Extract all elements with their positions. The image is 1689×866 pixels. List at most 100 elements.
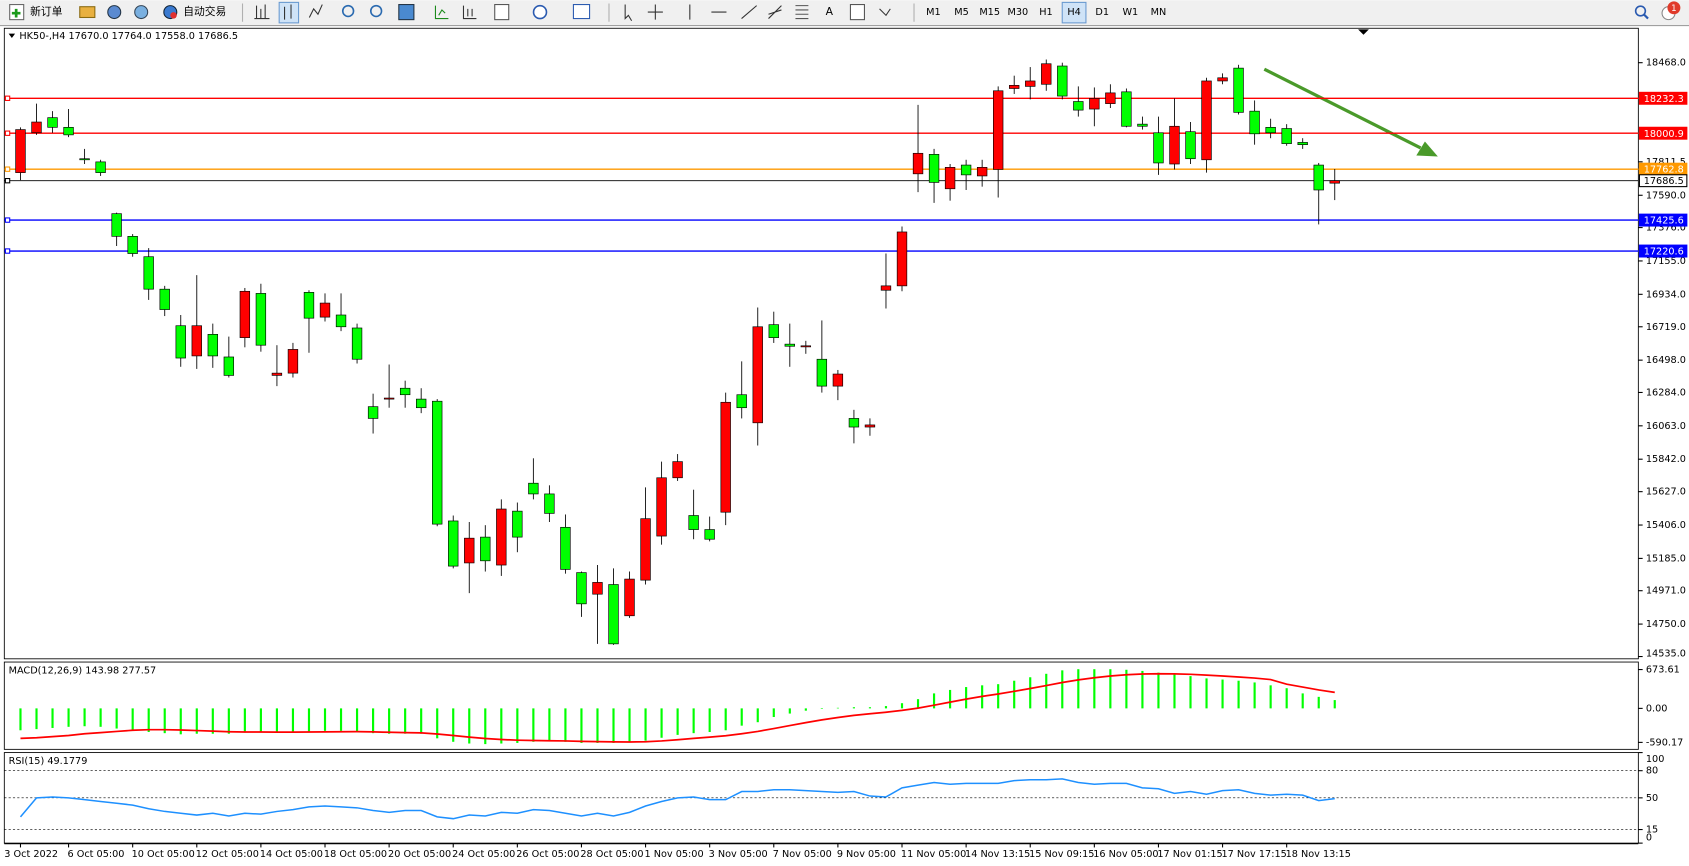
panel-frame — [3, 27, 1639, 660]
candle-body — [576, 572, 587, 605]
arrows-tool-icon[interactable] — [879, 8, 891, 17]
cursor-icon[interactable] — [624, 4, 633, 21]
timeframe-button[interactable]: M30 — [1007, 7, 1028, 18]
arrow-shaft — [1263, 67, 1422, 150]
candle-body — [832, 373, 844, 387]
candle-body — [944, 167, 956, 190]
candle-body — [1057, 65, 1068, 97]
tool-icon[interactable] — [134, 5, 149, 20]
candle-chart-icon — [284, 4, 292, 20]
line-tools-icon[interactable] — [689, 4, 758, 20]
candle-body — [63, 126, 74, 136]
x-tick-label: 11 Nov 05:00 — [901, 849, 966, 860]
search-icon[interactable] — [1634, 5, 1647, 17]
timeframe-button[interactable]: M5 — [954, 7, 969, 18]
text-tool[interactable]: A — [826, 5, 834, 18]
candle-body — [1233, 67, 1244, 113]
candle-body — [560, 526, 571, 570]
y-tick-label: -590.17 — [1646, 737, 1683, 748]
candle-body — [223, 356, 235, 376]
candle-body — [976, 167, 988, 177]
x-tick-label: 10 Oct 05:00 — [132, 849, 195, 860]
notification-badge — [1667, 1, 1681, 15]
fibo-icon[interactable] — [795, 5, 809, 20]
candle-body — [768, 324, 779, 338]
timeframe-button[interactable]: M15 — [979, 7, 1000, 18]
line-handle — [4, 177, 11, 184]
timeframe-button[interactable]: M1 — [926, 7, 941, 18]
candle-body — [1009, 85, 1020, 89]
candle-body — [1153, 132, 1164, 164]
new-order-label: 新订单 — [30, 5, 63, 18]
timeframe-button[interactable]: H4 — [1067, 7, 1080, 18]
candle-body — [432, 400, 443, 525]
candle-body — [544, 493, 555, 514]
candle-body — [880, 285, 892, 291]
crosshair-icon[interactable] — [647, 4, 663, 20]
y-tick-label: 16063.0 — [1646, 421, 1686, 432]
candle-body — [656, 477, 667, 537]
candle-body — [303, 292, 315, 319]
y-tick-label: 50 — [1646, 793, 1658, 804]
candle-body — [624, 578, 635, 617]
line-handle — [4, 166, 11, 172]
periods-icon[interactable] — [532, 4, 548, 20]
auto-trading-stop — [170, 12, 177, 19]
tool-icon[interactable] — [107, 5, 122, 20]
candle-body — [720, 401, 731, 513]
rsi-value: 49.1779 — [47, 756, 87, 767]
symbol: HK50-,H4 — [19, 31, 65, 42]
candle-body — [912, 152, 924, 175]
price-line-label: 17762.8 — [1644, 165, 1684, 176]
candle-body — [848, 418, 860, 428]
candle-body — [47, 117, 58, 128]
tool-icon[interactable] — [79, 6, 96, 19]
candle-body — [736, 394, 747, 409]
timeframe-button[interactable]: W1 — [1122, 7, 1138, 18]
arrow-head — [1416, 141, 1438, 157]
candle-body — [1249, 110, 1260, 135]
candle-body — [207, 334, 218, 357]
channel-icon[interactable] — [768, 5, 782, 19]
separator — [241, 3, 915, 22]
templates-icon[interactable] — [572, 4, 591, 20]
price-line-tag — [1638, 213, 1688, 227]
new-order-button[interactable]: 新订单 — [9, 4, 63, 21]
autoscroll-icon[interactable] — [434, 5, 449, 20]
candle-body — [496, 508, 507, 566]
line-handle — [4, 95, 11, 101]
zoom-in-icon[interactable] — [341, 4, 355, 18]
shift-icon[interactable] — [462, 5, 477, 20]
x-tick-label: 28 Oct 05:00 — [580, 849, 643, 860]
x-tick-label: 15 Nov 09:15 — [1029, 849, 1094, 860]
candle-body — [928, 154, 940, 183]
macd-signal-line — [20, 672, 1335, 743]
timeframe-button[interactable]: H1 — [1039, 7, 1052, 18]
candle-body — [159, 288, 170, 310]
candle-chart-button-active[interactable] — [278, 1, 300, 24]
candle-body — [960, 164, 972, 176]
candle-body — [335, 314, 347, 328]
close-label: 17686.5 — [198, 31, 238, 42]
bar-chart-icon[interactable] — [254, 4, 270, 20]
x-tick-label: 20 Oct 05:00 — [388, 849, 451, 860]
candle-body — [319, 302, 331, 318]
x-tick-label: 17 Nov 01:15 — [1157, 849, 1222, 860]
timeframe-button[interactable]: D1 — [1095, 7, 1109, 18]
candle-body — [1281, 128, 1292, 144]
auto-trading-button[interactable]: 自动交易 — [163, 5, 226, 20]
indicators-icon[interactable] — [494, 4, 510, 21]
candle-body — [1073, 101, 1084, 111]
zoom-out-icon[interactable] — [369, 4, 383, 18]
timeframe-button[interactable]: MN — [1151, 7, 1167, 18]
y-tick-label: 0.00 — [1646, 703, 1668, 714]
candle-body — [1265, 126, 1276, 134]
candle-body — [1201, 80, 1212, 161]
tile-icon[interactable] — [398, 4, 415, 21]
line-chart-icon[interactable] — [308, 4, 323, 18]
label-tool-icon[interactable] — [849, 4, 865, 21]
rsi-header: RSI(15) 49.1779 — [9, 756, 88, 767]
candle-body — [1297, 142, 1308, 146]
candle-body — [15, 129, 26, 173]
